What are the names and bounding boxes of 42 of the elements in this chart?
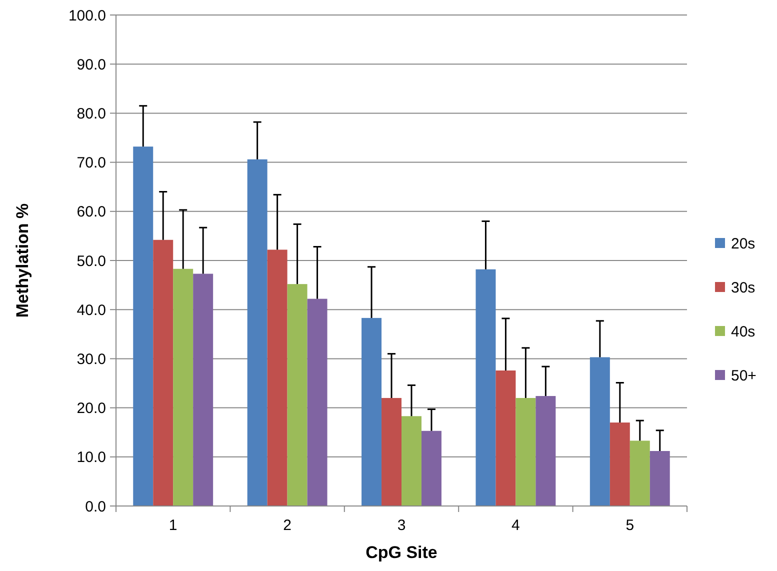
y-tick-label: 50.0 xyxy=(76,252,106,270)
bar xyxy=(590,357,610,506)
y-axis-title: Methylation % xyxy=(13,203,32,318)
y-tick-label: 20.0 xyxy=(76,400,106,418)
bar xyxy=(610,422,630,506)
bar xyxy=(307,298,328,506)
bar xyxy=(382,398,402,506)
x-axis-title: CpG Site xyxy=(366,543,438,562)
bar xyxy=(650,451,670,506)
bar xyxy=(421,430,442,506)
legend-label: 50+ xyxy=(731,367,757,384)
legend-label: 40s xyxy=(731,323,756,340)
y-tick-label: 60.0 xyxy=(76,204,106,221)
bar xyxy=(173,268,194,506)
bar xyxy=(362,318,382,506)
legend-label: 20s xyxy=(731,235,756,252)
bar xyxy=(630,440,650,506)
y-tick-label: 30.0 xyxy=(76,350,106,368)
y-tick-label: 100.0 xyxy=(68,7,106,24)
legend-label: 30s xyxy=(731,279,756,296)
bar xyxy=(267,250,288,506)
x-tick-label: 3 xyxy=(397,517,406,534)
y-tick-label: 10.0 xyxy=(76,449,106,466)
y-tick-label: 90.0 xyxy=(76,56,106,74)
bar xyxy=(153,240,174,506)
x-tick-label: 1 xyxy=(168,517,178,534)
bar xyxy=(516,398,536,506)
bar xyxy=(247,159,268,506)
bar xyxy=(496,370,516,506)
bar xyxy=(193,274,214,506)
bar xyxy=(287,284,308,506)
y-tick-label: 70.0 xyxy=(76,154,106,172)
bar xyxy=(476,269,496,506)
bar xyxy=(133,146,154,506)
y-tick-label: 0.0 xyxy=(85,498,106,516)
x-tick-label: 4 xyxy=(512,517,520,534)
y-tick-label: 40.0 xyxy=(76,302,106,319)
bar xyxy=(536,396,556,506)
x-tick-label: 2 xyxy=(283,517,292,534)
bar xyxy=(402,416,422,506)
y-tick-label: 80.0 xyxy=(76,105,106,122)
x-tick-label: 5 xyxy=(626,517,634,534)
